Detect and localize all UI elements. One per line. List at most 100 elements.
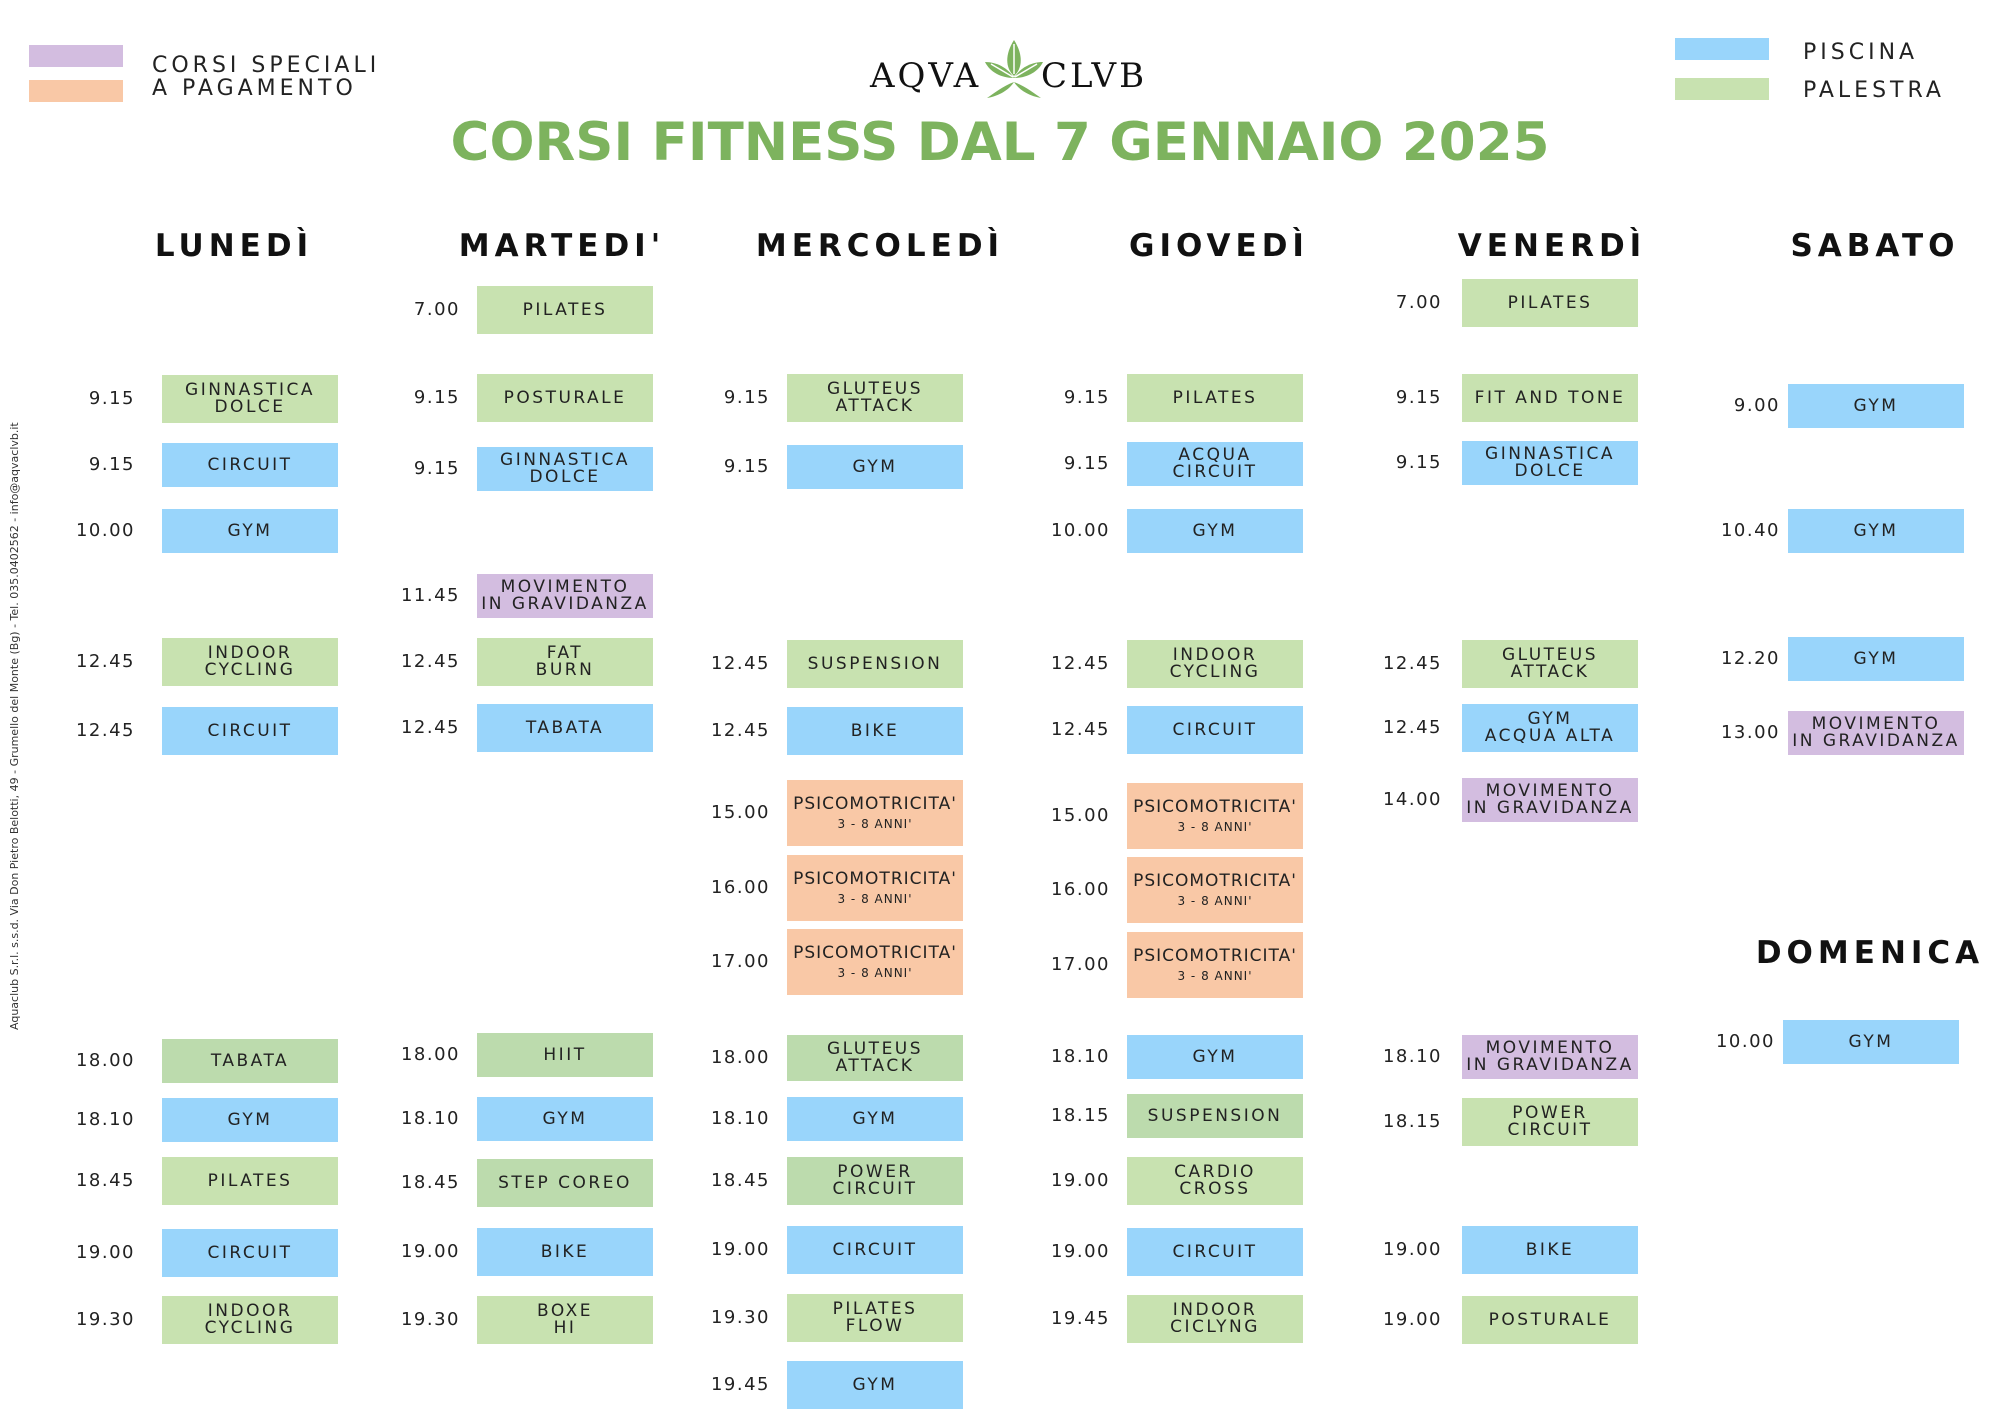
class-name-line2: IN GRAVIDANZA [481, 594, 649, 614]
class-time: 12.45 [1382, 717, 1442, 738]
class-name: CIRCUIT [832, 1239, 918, 1260]
day-header-mon: LUNEDÌ [154, 228, 314, 264]
class-time: 18.10 [1382, 1046, 1442, 1067]
class-name: PILATES [1172, 387, 1258, 408]
class-box-wed: CIRCUIT [787, 1226, 963, 1274]
class-time: 18.15 [1382, 1111, 1442, 1132]
class-name: MOVIMENTO [500, 577, 630, 597]
day-header-thu: GIOVEDÌ [1129, 228, 1309, 264]
class-time: 11.45 [400, 585, 460, 606]
class-box-mon: CIRCUIT [162, 443, 338, 487]
class-age-range: 3 - 8 ANNI' [837, 816, 913, 831]
class-name: BIKE [1525, 1239, 1575, 1260]
class-time: 9.00 [1733, 395, 1780, 416]
class-name: POWER [837, 1162, 913, 1182]
class-name-line2: HI [553, 1318, 577, 1338]
class-time: 19.00 [1382, 1309, 1442, 1330]
class-name: INDOOR [1172, 1300, 1258, 1320]
class-time: 7.00 [413, 299, 460, 320]
class-box-wed: GLUTEUS ATTACK [787, 1035, 963, 1081]
class-name: BIKE [850, 720, 900, 741]
class-name: PSICOMOTRICITA' [793, 942, 957, 963]
class-box-wed: GLUTEUS ATTACK [787, 374, 963, 422]
class-name: CARDIO [1174, 1162, 1256, 1182]
class-time: 12.45 [1050, 653, 1110, 674]
class-time: 18.45 [75, 1170, 135, 1191]
class-name: BIKE [540, 1241, 590, 1262]
class-box-wed: PSICOMOTRICITA' 3 - 8 ANNI' [787, 780, 963, 846]
class-time: 18.10 [400, 1108, 460, 1129]
class-time: 12.45 [1050, 719, 1110, 740]
class-name: GYM [227, 1109, 273, 1130]
class-box-thu: ACQUA CIRCUIT [1127, 442, 1303, 486]
class-name: PSICOMOTRICITA' [1133, 945, 1297, 966]
class-box-thu: CIRCUIT [1127, 1228, 1303, 1276]
class-time: 15.00 [710, 802, 770, 823]
class-time: 19.00 [400, 1241, 460, 1262]
class-name-line2: CIRCUIT [832, 1179, 918, 1199]
day-header-wed: MERCOLEDÌ [755, 228, 1005, 264]
class-time: 19.00 [1382, 1239, 1442, 1260]
class-time: 18.10 [1050, 1046, 1110, 1067]
class-box-mon: GYM [162, 1098, 338, 1142]
class-time: 18.00 [400, 1044, 460, 1065]
class-time: 19.30 [400, 1309, 460, 1330]
class-box-wed: PSICOMOTRICITA' 3 - 8 ANNI' [787, 929, 963, 995]
class-name: ACQUA [1178, 445, 1252, 465]
class-time: 19.00 [1050, 1241, 1110, 1262]
class-name: CIRCUIT [207, 720, 293, 741]
class-box-thu: SUSPENSION [1127, 1094, 1303, 1138]
legend-swatch-gym [1675, 78, 1769, 100]
class-name: TABATA [525, 717, 605, 738]
class-age-range: 3 - 8 ANNI' [1177, 968, 1253, 983]
class-box-wed: GYM [787, 1361, 963, 1409]
class-name: GYM [852, 1374, 898, 1395]
class-box-tue: PILATES [477, 286, 653, 334]
class-box-tue: MOVIMENTO IN GRAVIDANZA [477, 574, 653, 618]
class-time: 17.00 [1050, 954, 1110, 975]
class-age-range: 3 - 8 ANNI' [837, 965, 913, 980]
class-time: 14.00 [1382, 789, 1442, 810]
class-time: 12.45 [75, 651, 135, 672]
class-time: 9.15 [413, 387, 460, 408]
class-name: TABATA [210, 1050, 290, 1071]
class-name: BOXE [536, 1301, 594, 1321]
class-box-tue: STEP COREO [477, 1159, 653, 1207]
class-name: GYM [1848, 1031, 1894, 1052]
class-name: POSTURALE [503, 387, 627, 408]
class-time: 9.15 [88, 454, 135, 475]
class-box-tue: FAT BURN [477, 638, 653, 686]
class-name: GINNASTICA [500, 450, 630, 470]
class-box-sat: MOVIMENTO IN GRAVIDANZA [1788, 711, 1964, 755]
class-box-mon: CIRCUIT [162, 1229, 338, 1277]
class-time: 7.00 [1395, 292, 1442, 313]
class-box-wed: GYM [787, 445, 963, 489]
class-box-mon: TABATA [162, 1039, 338, 1083]
class-name-line2: ATTACK [835, 1056, 915, 1076]
class-time: 15.00 [1050, 805, 1110, 826]
class-name: GYM [1192, 520, 1238, 541]
class-name: PILATES [832, 1299, 918, 1319]
class-name-line2: ATTACK [1510, 662, 1590, 682]
class-box-tue: TABATA [477, 704, 653, 752]
class-name-line2: CYCLING [204, 1318, 296, 1338]
day-header-sun: DOMENICA [1755, 935, 1985, 971]
class-time: 9.15 [413, 458, 460, 479]
legend-swatch-pool [1675, 38, 1769, 60]
class-time: 19.00 [1050, 1170, 1110, 1191]
class-box-tue: POSTURALE [477, 374, 653, 422]
class-name: GYM [852, 456, 898, 477]
class-time: 12.45 [710, 720, 770, 741]
class-time: 16.00 [1050, 879, 1110, 900]
class-time: 9.15 [723, 387, 770, 408]
legend-paid-label: A PAGAMENTO [152, 76, 357, 101]
class-box-sun: GYM [1783, 1020, 1959, 1064]
class-name-line2: CROSS [1179, 1179, 1251, 1199]
class-time: 19.45 [1050, 1308, 1110, 1329]
class-box-thu: PSICOMOTRICITA' 3 - 8 ANNI' [1127, 932, 1303, 998]
class-box-fri: BIKE [1462, 1226, 1638, 1274]
class-name: PILATES [1507, 292, 1593, 313]
class-name-line2: IN GRAVIDANZA [1792, 731, 1960, 751]
class-name: PSICOMOTRICITA' [793, 793, 957, 814]
class-box-wed: PSICOMOTRICITA' 3 - 8 ANNI' [787, 855, 963, 921]
